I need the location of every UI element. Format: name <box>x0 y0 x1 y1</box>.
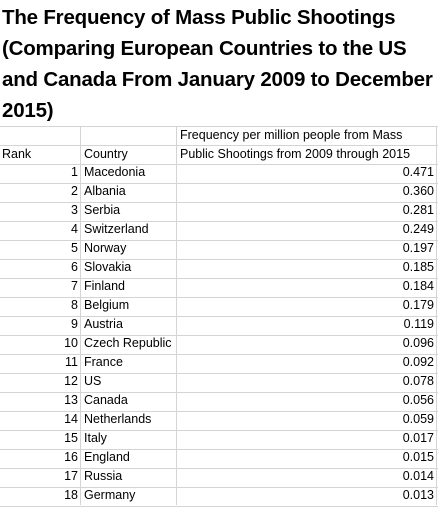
rank-cell[interactable]: 2 <box>71 184 78 198</box>
table-row: 6 Slovakia 0.185 <box>0 258 438 277</box>
frequency-cell[interactable]: 0.015 <box>402 450 434 464</box>
rank-cell[interactable]: 14 <box>64 412 78 426</box>
frequency-header-line-1: Frequency per million people from Mass <box>180 128 403 142</box>
country-cell[interactable]: France <box>84 355 123 369</box>
table-row: 14 Netherlands 0.059 <box>0 410 438 429</box>
table-row: 11 France 0.092 <box>0 353 438 372</box>
country-cell[interactable]: England <box>84 450 130 464</box>
country-cell[interactable]: Canada <box>84 393 128 407</box>
table-row: 5 Norway 0.197 <box>0 239 438 258</box>
frequency-cell[interactable]: 0.471 <box>402 165 434 179</box>
country-cell[interactable]: US <box>84 374 102 388</box>
table-row: 1 Macedonia 0.471 <box>0 163 438 182</box>
rank-cell[interactable]: 7 <box>71 279 78 293</box>
rank-cell[interactable]: 13 <box>64 393 78 407</box>
rank-cell[interactable]: 8 <box>71 298 78 312</box>
frequency-cell[interactable]: 0.119 <box>403 317 434 331</box>
frequency-cell[interactable]: 0.184 <box>402 279 434 293</box>
rank-cell[interactable]: 9 <box>71 317 78 331</box>
country-cell[interactable]: Netherlands <box>84 412 152 426</box>
table-row: 4 Switzerland 0.249 <box>0 220 438 239</box>
frequency-cell[interactable]: 0.092 <box>402 355 434 369</box>
country-cell[interactable]: Slovakia <box>84 260 132 274</box>
table-row: 17 Russia 0.014 <box>0 467 438 486</box>
frequency-cell[interactable]: 0.096 <box>402 336 434 350</box>
rank-cell[interactable]: 10 <box>64 336 78 350</box>
country-header: Country <box>84 147 128 161</box>
rank-cell[interactable]: 4 <box>71 222 78 236</box>
table-row: 15 Italy 0.017 <box>0 429 438 448</box>
frequency-cell[interactable]: 0.056 <box>402 393 434 407</box>
rank-cell[interactable]: 12 <box>64 374 78 388</box>
country-cell[interactable]: Russia <box>84 469 123 483</box>
rank-cell[interactable]: 1 <box>71 165 78 179</box>
frequency-cell[interactable]: 0.281 <box>402 203 434 217</box>
frequency-cell[interactable]: 0.179 <box>402 298 434 312</box>
table-row: 18 Germany 0.013 <box>0 486 438 505</box>
frequency-cell[interactable]: 0.078 <box>402 374 434 388</box>
table-row: 9 Austria 0.119 <box>0 315 438 334</box>
table-row: 7 Finland 0.184 <box>0 277 438 296</box>
table-row: 8 Belgium 0.179 <box>0 296 438 315</box>
country-cell[interactable]: Czech Republic <box>84 336 172 350</box>
country-cell[interactable]: Switzerland <box>84 222 149 236</box>
frequency-cell[interactable]: 0.059 <box>402 412 434 426</box>
country-cell[interactable]: Germany <box>84 488 136 502</box>
table-row: 2 Albania 0.360 <box>0 182 438 201</box>
sheet-title: The Frequency of Mass Public Shootings (… <box>2 6 433 122</box>
country-cell[interactable]: Albania <box>84 184 126 198</box>
rank-cell[interactable]: 15 <box>64 431 78 445</box>
frequency-cell[interactable]: 0.013 <box>402 488 434 502</box>
table-row: 3 Serbia 0.281 <box>0 201 438 220</box>
country-cell[interactable]: Norway <box>84 241 127 255</box>
rank-cell[interactable]: 16 <box>64 450 78 464</box>
country-cell[interactable]: Macedonia <box>84 165 146 179</box>
frequency-cell[interactable]: 0.014 <box>402 469 434 483</box>
table-row: 16 England 0.015 <box>0 448 438 467</box>
country-cell[interactable]: Austria <box>84 317 123 331</box>
frequency-cell[interactable]: 0.185 <box>402 260 434 274</box>
frequency-cell[interactable]: 0.197 <box>402 241 434 255</box>
country-cell[interactable]: Italy <box>84 431 107 445</box>
country-cell[interactable]: Belgium <box>84 298 130 312</box>
table-row: 10 Czech Republic 0.096 <box>0 334 438 353</box>
rank-cell[interactable]: 6 <box>71 260 78 274</box>
table-row: 12 US 0.078 <box>0 372 438 391</box>
frequency-cell[interactable]: 0.249 <box>402 222 434 236</box>
frequency-cell[interactable]: 0.017 <box>402 431 434 445</box>
frequency-cell[interactable]: 0.360 <box>402 184 434 198</box>
rank-cell[interactable]: 3 <box>71 203 78 217</box>
rank-cell[interactable]: 18 <box>64 488 78 502</box>
country-cell[interactable]: Finland <box>84 279 125 293</box>
rank-header: Rank <box>2 147 32 161</box>
rank-cell[interactable]: 17 <box>64 469 78 483</box>
table-row: 13 Canada 0.056 <box>0 391 438 410</box>
country-cell[interactable]: Serbia <box>84 203 121 217</box>
rank-cell[interactable]: 5 <box>71 241 78 255</box>
rank-cell[interactable]: 11 <box>65 355 78 369</box>
frequency-header-line-2: Public Shootings from 2009 through 2015 <box>180 147 411 161</box>
